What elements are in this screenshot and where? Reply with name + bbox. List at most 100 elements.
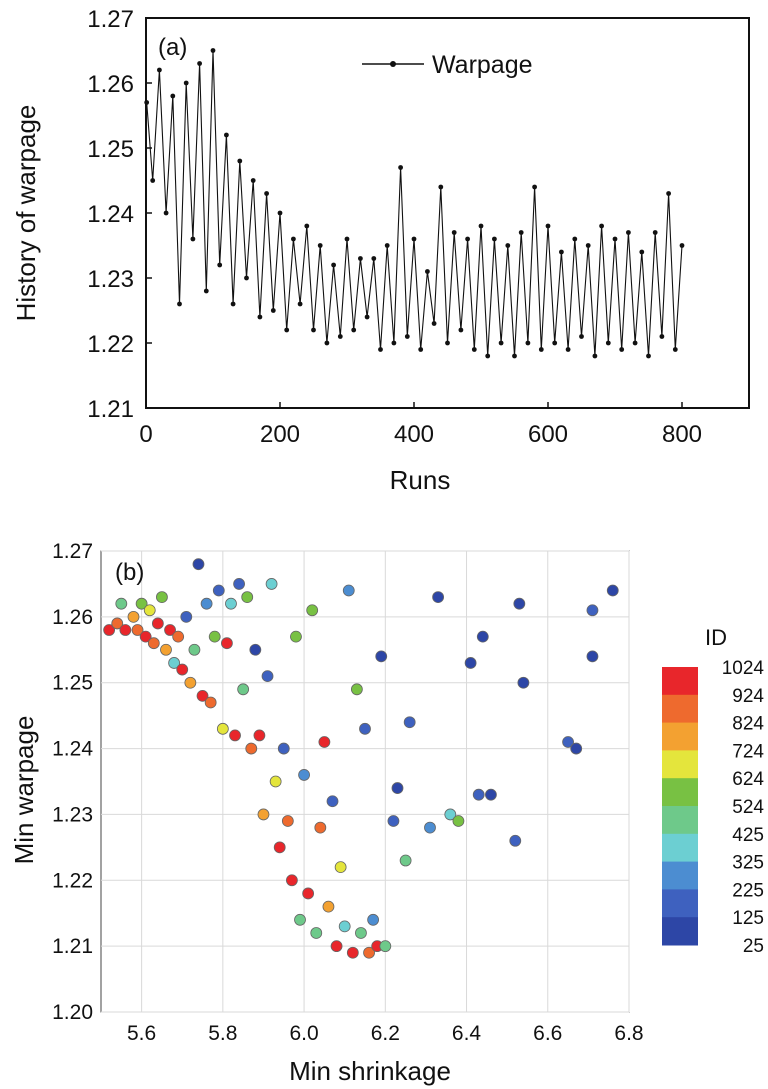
panel-a-y-tick-label: 1.27	[87, 6, 134, 33]
panel-b-y-tick-label: 1.20	[52, 1001, 93, 1024]
series-point	[619, 347, 625, 352]
scatter-point	[281, 815, 294, 827]
scatter-point	[432, 591, 445, 603]
series-point	[163, 210, 169, 216]
panel-b-x-tick-label: 6.4	[452, 1022, 482, 1045]
scatter-point	[346, 946, 359, 959]
scatter-point	[367, 913, 380, 926]
scatter-point	[342, 584, 355, 597]
series-point	[297, 301, 303, 307]
scatter-point	[253, 729, 266, 742]
scatter-point	[188, 643, 201, 656]
scatter-point	[265, 578, 278, 590]
series-point	[144, 100, 150, 105]
colorbar-tick-label: 325	[732, 853, 764, 874]
series-point	[197, 61, 203, 66]
series-point	[217, 262, 223, 268]
scatter-point	[269, 775, 282, 788]
series-point	[398, 165, 403, 170]
scatter-point	[229, 729, 241, 742]
series-point	[492, 236, 497, 242]
panel-b-x-tick-label: 6.6	[533, 1022, 562, 1045]
panel-b-y-tick-label: 1.26	[52, 606, 93, 629]
scatter-point	[375, 650, 388, 663]
colorbar-swatch	[662, 917, 698, 946]
colorbar-swatch	[662, 722, 698, 751]
series-point	[512, 353, 517, 359]
series-point	[378, 347, 383, 352]
series-point	[331, 262, 336, 268]
series-point	[364, 314, 370, 320]
series-point	[210, 48, 216, 53]
panel-b-y-axis-title: Min warpage	[9, 716, 39, 865]
panel-a-y-tick-labels: 1.21 1.22 1.23 1.24 1.25 1.26 1.27	[87, 6, 152, 423]
scatter-point	[330, 940, 343, 953]
scatter-point	[204, 696, 217, 709]
series-point	[565, 347, 571, 352]
scatter-point	[172, 630, 185, 643]
scatter-point	[184, 676, 197, 689]
colorbar-swatch	[662, 667, 698, 696]
panel-b-x-tick-labels: 5.6 5.8 6.0 6.2 6.4 6.6 6.8	[127, 1022, 644, 1045]
colorbar-swatch	[662, 778, 698, 807]
scatter-point	[314, 821, 327, 834]
panel-a-y-tick-label: 1.23	[87, 266, 134, 293]
series-point	[411, 236, 417, 242]
series-point	[257, 314, 263, 320]
scatter-point	[570, 742, 583, 755]
colorbar-tick-label: 125	[732, 908, 764, 929]
series-point	[311, 327, 316, 333]
panel-a-x-axis-title: Runs	[390, 465, 451, 495]
series-point	[190, 236, 196, 242]
scatter-point	[257, 808, 270, 821]
panel-b-colorbar: ID 1024 924 824 724 624 524 425 325 225 125 25	[662, 625, 764, 957]
scatter-point	[135, 597, 148, 610]
scatter-point	[156, 591, 168, 603]
scatter-point	[509, 834, 522, 847]
panel-a-x-tick-labels: 0 200 400 600 800	[139, 402, 702, 448]
panel-b-label: (b)	[115, 559, 144, 586]
panel-b-scatter-chart: 5.6 5.8 6.0 6.2 6.4 6.6 6.8 1.201.211.221.231.…	[9, 540, 764, 1086]
scatter-point	[103, 624, 116, 636]
series-point	[324, 340, 330, 346]
scatter-point	[241, 591, 254, 603]
series-point	[391, 340, 397, 346]
series-point	[458, 327, 464, 333]
panel-a-y-tick-label: 1.26	[87, 71, 134, 98]
scatter-point	[115, 597, 128, 610]
series-point	[572, 236, 578, 242]
scatter-point	[444, 808, 457, 821]
series-point	[237, 158, 243, 164]
panel-a-label: (a)	[158, 34, 187, 61]
series-point	[183, 80, 189, 86]
series-point	[351, 327, 357, 333]
series-point	[277, 210, 283, 216]
series-point	[498, 340, 504, 346]
series-point	[404, 334, 410, 339]
scatter-point	[196, 689, 209, 702]
scatter-point	[192, 558, 205, 571]
series-point	[605, 340, 611, 346]
scatter-point	[326, 795, 339, 808]
series-point	[652, 230, 658, 235]
scatter-point	[261, 670, 274, 683]
panel-b-y-tick-label: 1.24	[52, 738, 93, 761]
scatter-point	[302, 887, 315, 900]
series-point	[538, 347, 544, 352]
scatter-point	[562, 736, 574, 748]
colorbar-tick-label: 924	[732, 686, 764, 707]
series-point	[559, 249, 564, 255]
scatter-point	[322, 900, 335, 913]
legend-swatch-marker	[390, 61, 396, 67]
series-point	[284, 327, 290, 333]
series-point	[203, 288, 209, 294]
scatter-point	[245, 742, 258, 755]
scatter-point	[285, 874, 298, 887]
panel-b-y-tick-label: 1.21	[52, 935, 93, 958]
series-point	[666, 191, 671, 196]
scatter-point	[273, 841, 286, 854]
series-point	[264, 191, 269, 196]
panel-b-plot-frame	[100, 550, 630, 1013]
scatter-point	[168, 657, 181, 669]
